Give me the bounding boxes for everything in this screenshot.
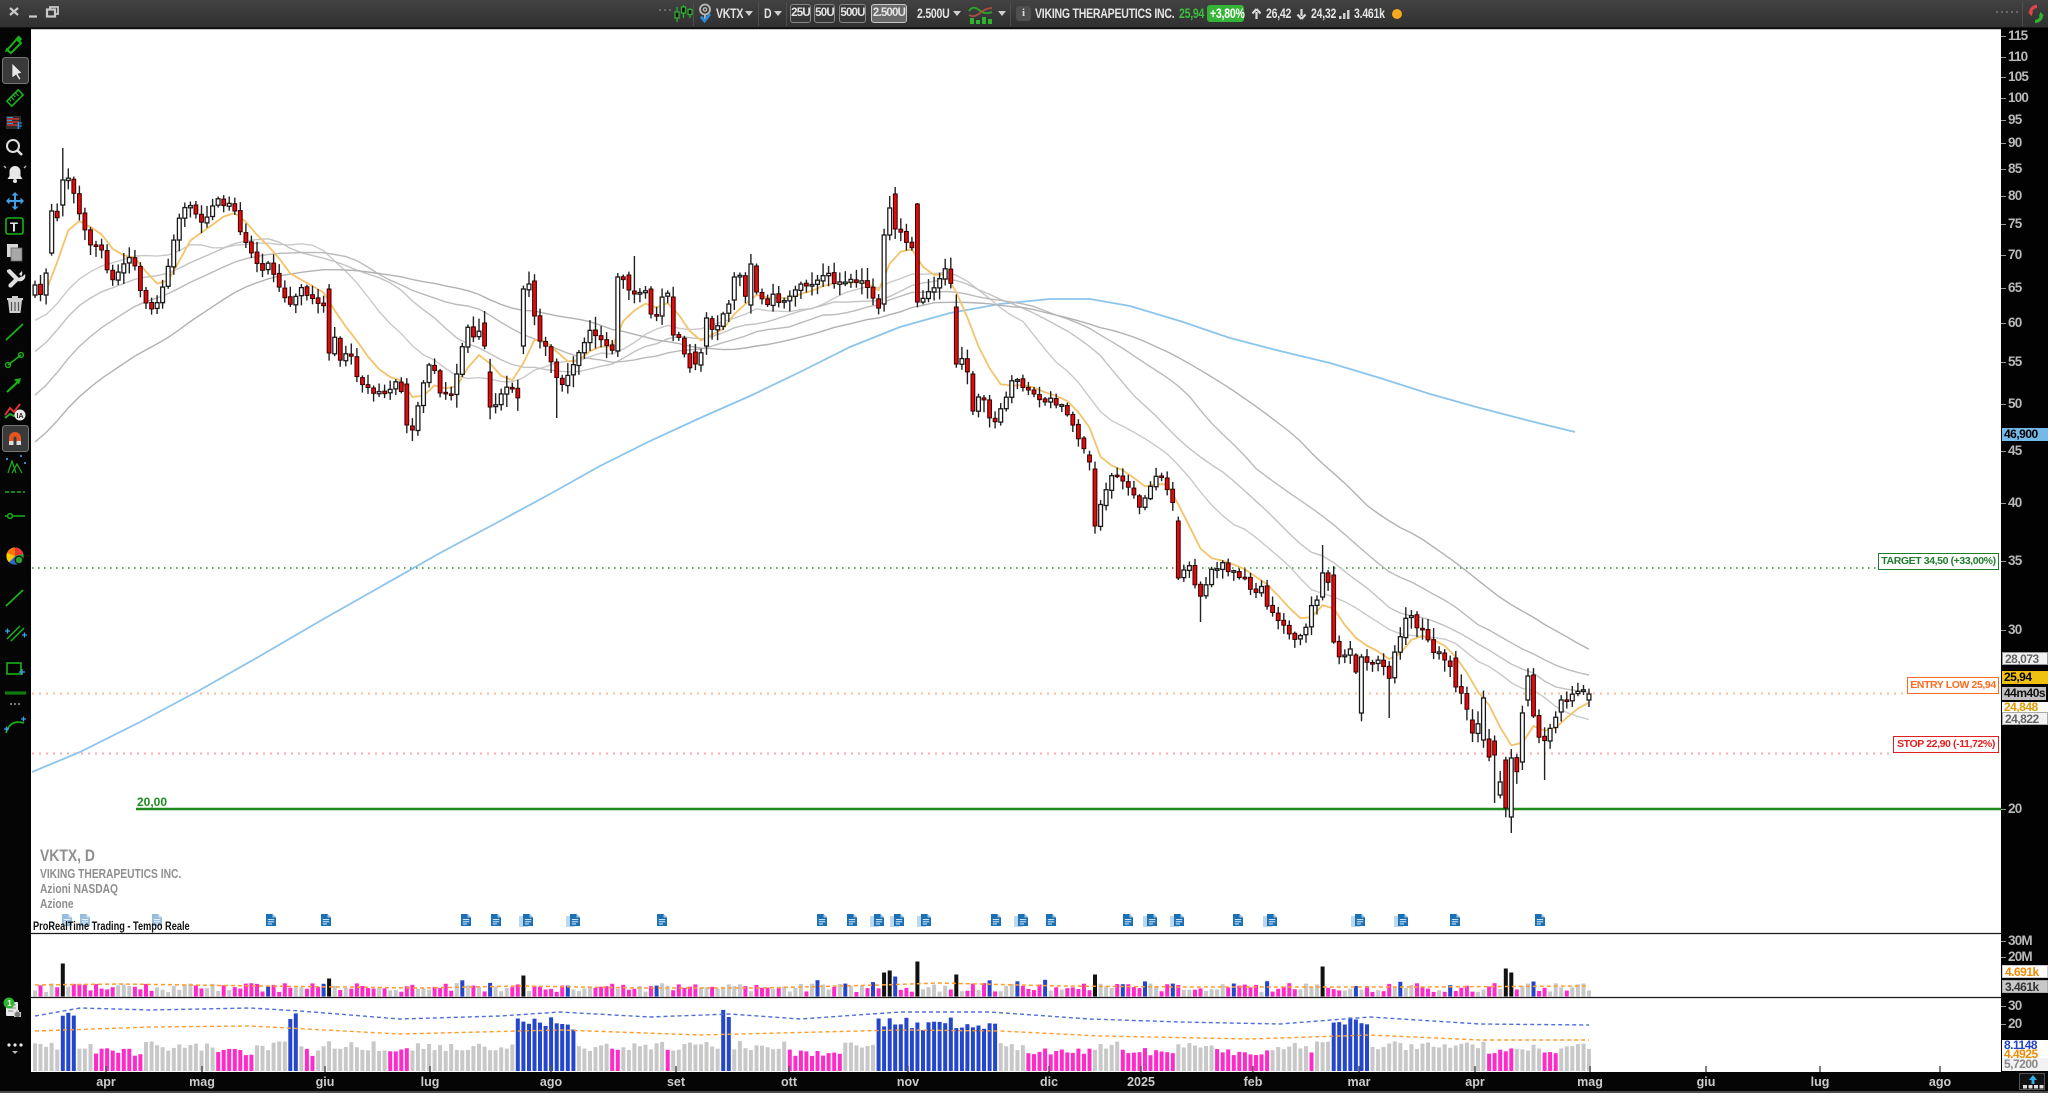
svg-text:T: T: [10, 220, 18, 235]
svg-text:F: F: [17, 121, 23, 131]
svg-text:20,00: 20,00: [137, 795, 167, 809]
svg-text:IA: IA: [17, 413, 24, 420]
svg-text:1: 1: [7, 999, 12, 1008]
